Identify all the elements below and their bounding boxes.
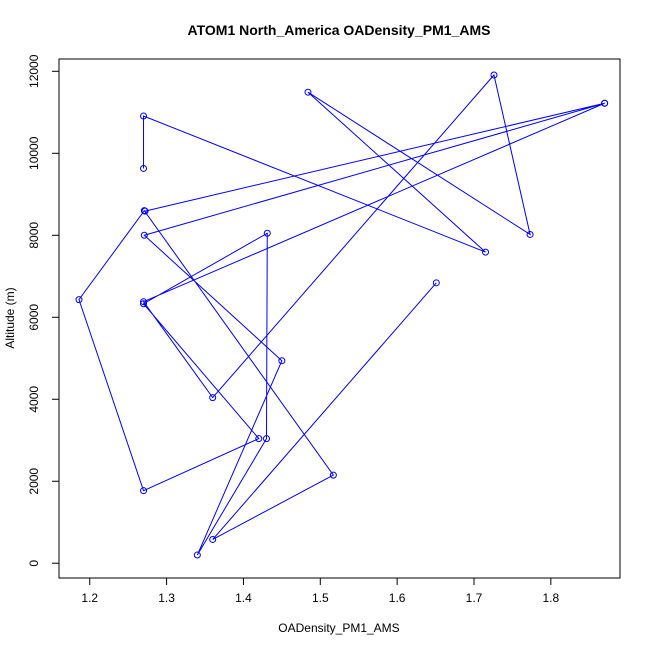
- plot-frame: [58, 58, 621, 579]
- y-axis: 0 2000 4000 6000 8000 10000 12000: [27, 54, 59, 567]
- data-point: [209, 394, 217, 402]
- y-tick-label: 0: [27, 560, 41, 567]
- data-point: [75, 296, 83, 304]
- y-tick-label: 12000: [27, 54, 41, 88]
- series-line: [78, 73, 605, 556]
- data-point: [482, 248, 490, 256]
- y-tick-label: 8000: [27, 222, 41, 249]
- y-tick-label: 10000: [27, 136, 41, 170]
- data-point: [140, 298, 148, 306]
- data-point: [329, 471, 337, 479]
- x-axis: 1.2 1.3 1.4 1.5 1.6 1.7 1.8: [81, 578, 559, 605]
- data-point: [193, 551, 201, 559]
- data-point: [304, 88, 312, 96]
- y-tick-label: 6000: [27, 304, 41, 331]
- x-tick-label: 1.7: [466, 591, 483, 605]
- data-point: [526, 230, 534, 238]
- data-point: [432, 279, 440, 287]
- data-point: [140, 231, 148, 239]
- chart-title: ATOM1 North_America OADensity_PM1_AMS: [188, 22, 491, 38]
- data-point: [601, 99, 609, 107]
- x-tick-label: 1.3: [158, 591, 175, 605]
- y-tick-label: 4000: [27, 386, 41, 413]
- plot-area: [75, 71, 609, 559]
- data-point: [263, 229, 271, 237]
- data-point: [255, 435, 263, 443]
- x-tick-label: 1.4: [235, 591, 252, 605]
- data-point: [209, 535, 217, 543]
- data-point: [140, 300, 148, 308]
- data-point: [140, 112, 148, 120]
- y-axis-label: Altitude (m): [3, 287, 17, 348]
- x-tick-label: 1.8: [542, 591, 559, 605]
- data-point: [278, 357, 286, 365]
- data-point: [141, 207, 149, 215]
- x-tick-label: 1.5: [312, 591, 329, 605]
- x-axis-label: OADensity_PM1_AMS: [278, 621, 399, 635]
- y-tick-label: 2000: [27, 468, 41, 495]
- x-tick-label: 1.6: [389, 591, 406, 605]
- data-point: [490, 71, 498, 79]
- data-point: [140, 487, 148, 495]
- data-point: [140, 164, 148, 172]
- data-point: [262, 435, 270, 443]
- x-tick-label: 1.2: [81, 591, 98, 605]
